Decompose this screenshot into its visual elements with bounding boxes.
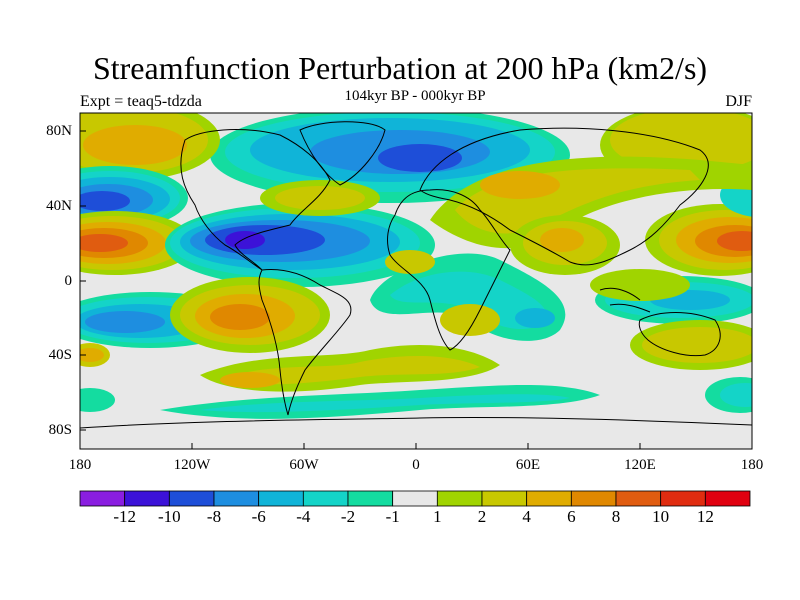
north-america-coast	[180, 129, 331, 271]
lat-label-0: 0	[64, 273, 73, 289]
southern-ocean-negative	[160, 385, 600, 419]
africa-positive-small	[385, 250, 435, 274]
maritime-positive	[590, 269, 690, 301]
colorbar-label: 4	[522, 507, 531, 526]
southern-africa-positive	[440, 304, 500, 336]
colorbar-box-2	[168, 490, 215, 507]
colorbar-box-10	[526, 490, 572, 507]
colorbar-box-3	[213, 490, 260, 507]
colorbar-box-13	[660, 490, 706, 507]
lon-label-180-west: 180	[68, 457, 92, 473]
lon-label-180-east: 180	[740, 457, 764, 473]
colorbar-box-11	[570, 490, 617, 507]
season-label: DJF	[725, 93, 752, 110]
colorbar-box-14	[704, 490, 751, 507]
lat-label-40S: 40S	[48, 347, 72, 363]
colorbar-label: -2	[340, 507, 356, 526]
lon-label-120W: 120W	[173, 457, 211, 473]
africa-coast	[387, 189, 511, 351]
greenland-coast	[299, 121, 386, 186]
colorbar-box-6	[347, 490, 394, 507]
pacific-positive-20N-east	[645, 204, 752, 276]
colorbar-label: 10	[652, 507, 670, 526]
colorbar-box-9	[481, 490, 528, 507]
colorbar-label: 1	[433, 507, 442, 526]
colorbar	[79, 490, 751, 507]
colorbar-label: 12	[696, 507, 714, 526]
colorbar-label: -10	[157, 507, 181, 526]
lon-label-60E: 60E	[515, 457, 541, 473]
maritime-continent-coast	[599, 287, 651, 313]
lon-label-60W: 60W	[289, 457, 319, 473]
colorbar-label: 8	[611, 507, 621, 526]
eurasia-coast	[419, 127, 709, 266]
colorbar-box-7	[392, 490, 438, 507]
asia-positive-30N	[510, 215, 620, 275]
lat-label-80N: 80N	[46, 123, 72, 139]
lat-label-40N: 40N	[46, 198, 72, 214]
colorbar-label: -12	[113, 507, 136, 526]
colorbar-label: 2	[477, 507, 487, 526]
eurasia-positive-band	[430, 156, 752, 249]
lon-label-0: 0	[412, 457, 420, 473]
plot-subtitle: 104kyr BP - 000kyr BP	[344, 88, 486, 104]
colorbar-label: -6	[251, 507, 266, 526]
colorbar-box-0	[79, 490, 126, 507]
colorbar-box-8	[436, 490, 483, 507]
south-atlantic-positive	[200, 345, 500, 392]
colorbar-box-12	[615, 490, 662, 507]
pacific-positive-20N-west	[80, 211, 195, 275]
australia-coast	[638, 312, 721, 357]
colorbar-label: -4	[296, 507, 311, 526]
lon-label-120E: 120E	[624, 457, 656, 473]
colorbar-box-4	[258, 490, 304, 507]
antarctica-coast	[80, 416, 752, 429]
tropical-negative-band	[370, 253, 566, 341]
north-pacific-positive-west	[80, 113, 220, 180]
colorbar-box-1	[124, 490, 170, 507]
contour-field	[80, 113, 752, 449]
south-america-positive	[170, 277, 330, 353]
experiment-label: Expt = teaq5-tdzda	[80, 93, 202, 110]
coastlines	[80, 121, 752, 429]
colorbar-label: -8	[206, 507, 222, 526]
colorbar-box-5	[302, 490, 349, 507]
colorbar-label: 6	[567, 507, 576, 526]
axis-ticks	[79, 130, 753, 449]
colorbar-label: -1	[385, 507, 400, 526]
plot-title: Streamfunction Perturbation at 200 hPa (…	[92, 50, 708, 86]
south-america-coast	[258, 269, 352, 416]
lat-label-80S: 80S	[48, 422, 72, 438]
